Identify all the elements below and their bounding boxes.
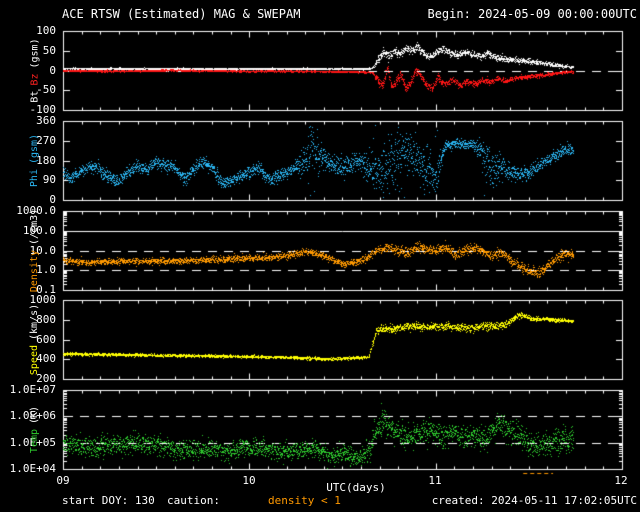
x-tick-label-09: 09	[56, 474, 70, 487]
tick-label: 800	[36, 312, 56, 326]
temp-tick-labels: 1.0E+07 1.0E+06 1.0E+05 1.0E+04	[0, 383, 59, 476]
tick-label: 1000.0	[16, 204, 56, 217]
phi-label: Phi	[29, 169, 41, 188]
tick-label: 200	[36, 372, 56, 385]
phi-tick-labels: 360 270 180 90 0	[0, 114, 59, 207]
tick-label: -50	[36, 83, 56, 97]
x-axis-title: UTC(days)	[326, 481, 386, 494]
tick-label: 100	[36, 24, 56, 37]
page-title: ACE RTSW (Estimated) MAG & SWEPAM	[62, 7, 301, 21]
temp-label: Temp	[29, 428, 41, 454]
tick-label: 90	[42, 173, 56, 187]
tick-label: 1000	[29, 293, 57, 306]
gsm-unit-label: (gsm)	[29, 38, 41, 69]
x-tick-label-12: 12	[614, 474, 628, 487]
phi-axis-label: Phi (gsm)	[24, 121, 46, 200]
caution-density-text: density < 1	[268, 494, 341, 507]
speed-tick-labels: 1000 800 600 400 200	[0, 293, 59, 386]
temp-axis-label: Temp (K)	[24, 390, 46, 469]
bt-label: Bt	[29, 90, 41, 103]
btbz-tick-labels: 100 50 0 -50 -100	[0, 24, 59, 117]
speed-label: Speed	[29, 345, 41, 376]
tick-label: 600	[36, 332, 56, 346]
density-tick-labels: 1000.0 100.0 10.0 1.0 0.1	[0, 204, 59, 297]
density-unit-label: (/cm3)	[29, 208, 41, 245]
tick-label: 1.0E+05	[9, 435, 56, 449]
density-label: Density	[29, 249, 41, 293]
phi-unit-label: (gsm)	[29, 133, 41, 165]
btbz-axis-label: Bt Bz (gsm)	[24, 31, 46, 110]
tick-label: 100.0	[22, 223, 56, 237]
tick-label: 10.0	[29, 243, 57, 257]
tick-label: 360	[36, 114, 56, 127]
tick-label: 0	[49, 63, 56, 77]
x-tick-label-10: 10	[242, 474, 256, 487]
x-tick-label-11: 11	[428, 474, 442, 487]
tick-label: 1.0E+04	[9, 461, 56, 475]
speed-unit-label: (km/s)	[29, 303, 41, 341]
speed-axis-label: Speed (km/s)	[24, 300, 46, 379]
temp-unit-label: (K)	[29, 405, 41, 424]
tick-label: 0	[49, 193, 56, 206]
tick-label: 1.0E+07	[9, 383, 56, 396]
tick-label: 0.1	[36, 283, 56, 296]
tick-label: -100	[29, 103, 57, 116]
tick-label: 1.0E+06	[9, 409, 56, 423]
density-axis-label: Density (/cm3)	[24, 208, 46, 293]
caution-label: caution:	[167, 494, 220, 507]
tick-label: 270	[36, 133, 56, 147]
start-doy-text: start DOY: 130	[62, 494, 155, 507]
bz-label: Bz	[29, 73, 41, 86]
tick-label: 180	[36, 153, 56, 167]
tick-label: 50	[42, 43, 56, 57]
tick-label: 1.0	[36, 263, 56, 277]
begin-timestamp: Begin: 2024-05-09 00:00:00UTC	[427, 7, 637, 21]
tick-label: 400	[36, 352, 56, 366]
created-timestamp: created: 2024-05-11 17:02:05UTC	[431, 494, 637, 507]
